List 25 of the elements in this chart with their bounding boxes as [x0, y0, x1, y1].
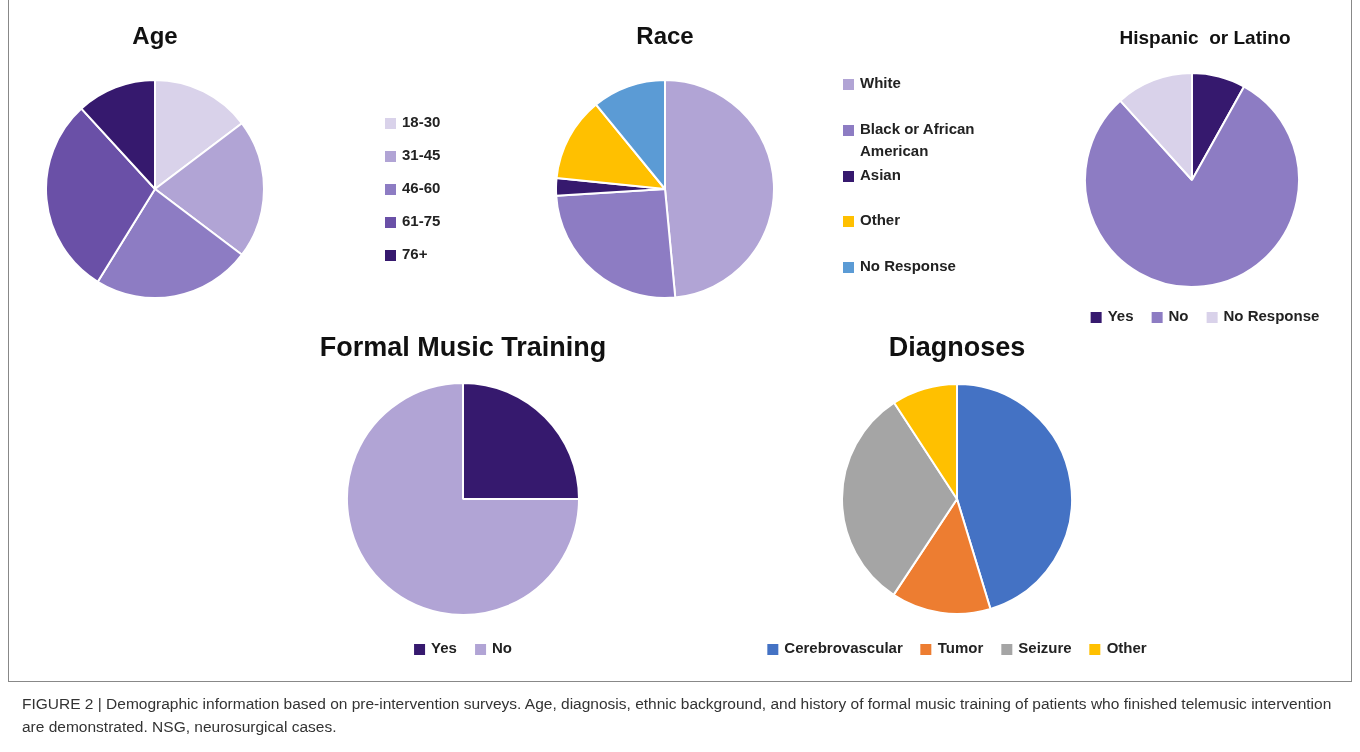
legend-label: White	[860, 73, 901, 93]
legend-label: No	[491, 638, 512, 658]
legend-label: 61-75	[402, 211, 441, 231]
legend-label: 76+	[402, 244, 428, 264]
legend-label: Asian	[860, 165, 901, 185]
legend-label: No Response	[860, 256, 956, 276]
legend-label: Tumor	[937, 638, 984, 658]
legend-label: Other	[860, 210, 901, 230]
legend-label: No	[1168, 306, 1189, 326]
chart-title: Hispanic or Latino	[1119, 27, 1291, 49]
chart-title: Formal Music Training	[319, 332, 607, 363]
legend-label: 46-60	[402, 178, 441, 198]
legend-label: Yes	[431, 638, 457, 658]
legend-label: 31-45	[402, 145, 441, 165]
chart-title: Age	[132, 22, 178, 50]
caption: FIGURE 2 | Demographic information based on pre-intervention surveys. Age, diagnosis, ethnic background, and history of formal music training of patients who finished telemusic intervention are demonstrated. NSG, neurosurgical cases.	[22, 694, 1332, 737]
legend-label: Other	[1106, 638, 1147, 658]
legend-label: Cerebrovascular	[784, 638, 903, 658]
chart-title: Diagnoses	[888, 332, 1026, 363]
legend-label: Seizure	[1018, 638, 1072, 658]
chart-title: Race	[636, 22, 694, 50]
legend-label: Yes	[1107, 306, 1134, 326]
legend-label: 18-30	[402, 112, 441, 132]
legend-label: Black or African American	[860, 119, 976, 161]
legend-label: No Response	[1223, 306, 1320, 326]
